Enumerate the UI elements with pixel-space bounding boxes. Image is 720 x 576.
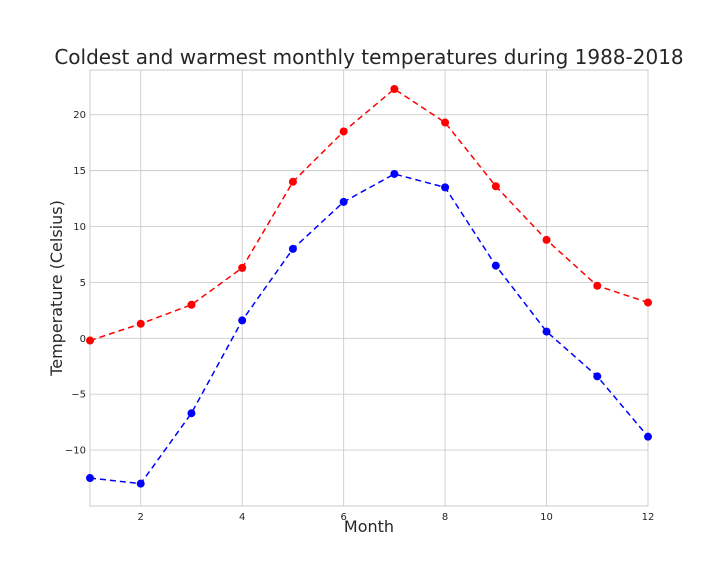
data-point — [441, 183, 450, 192]
data-point — [593, 281, 602, 290]
chart-title: Coldest and warmest monthly temperatures… — [54, 45, 683, 69]
data-point — [288, 244, 297, 253]
series-line — [89, 173, 649, 485]
data-point — [390, 169, 399, 178]
data-point — [593, 372, 602, 381]
grid-lines — [90, 70, 649, 506]
x-tick-label: 2 — [138, 512, 144, 523]
x-tick-label: 4 — [239, 512, 245, 523]
data-point — [187, 409, 196, 418]
data-point — [441, 118, 450, 127]
data-point — [339, 197, 348, 206]
x-tick-label: 10 — [540, 512, 553, 523]
series-0 — [86, 85, 652, 345]
y-tick-label: −10 — [65, 446, 86, 457]
data-point — [136, 479, 145, 488]
series-group — [86, 85, 652, 488]
series-1 — [86, 169, 652, 488]
data-point — [542, 327, 551, 336]
plot-area-frame — [89, 69, 649, 507]
data-point — [491, 261, 500, 270]
y-tick-label: −5 — [71, 390, 86, 401]
y-tick-label: 5 — [80, 278, 86, 289]
data-point — [491, 182, 500, 191]
y-tick-label: 0 — [80, 334, 86, 345]
x-tick-label: 12 — [642, 512, 655, 523]
tick-labels: 2 4 6 8 10 12 −10 −5 0 5 10 15 20 — [65, 110, 654, 523]
data-point — [644, 432, 652, 441]
data-point — [187, 300, 196, 309]
x-tick-label: 8 — [442, 512, 448, 523]
data-point — [542, 235, 551, 244]
y-tick-label: 20 — [73, 110, 86, 121]
y-axis-label: Temperature (Celsius) — [47, 200, 66, 377]
data-point — [288, 177, 297, 186]
data-point — [339, 127, 348, 136]
data-point — [390, 85, 399, 94]
data-point — [238, 316, 247, 325]
series-line — [89, 88, 649, 342]
data-point — [86, 336, 94, 345]
y-tick-label: 15 — [73, 166, 86, 177]
data-point — [86, 474, 94, 483]
data-point — [136, 319, 145, 328]
data-point — [238, 263, 247, 272]
x-axis-label: Month — [344, 517, 394, 536]
x-tick-label: 6 — [340, 512, 346, 523]
data-point — [644, 298, 652, 307]
y-tick-label: 10 — [73, 222, 86, 233]
